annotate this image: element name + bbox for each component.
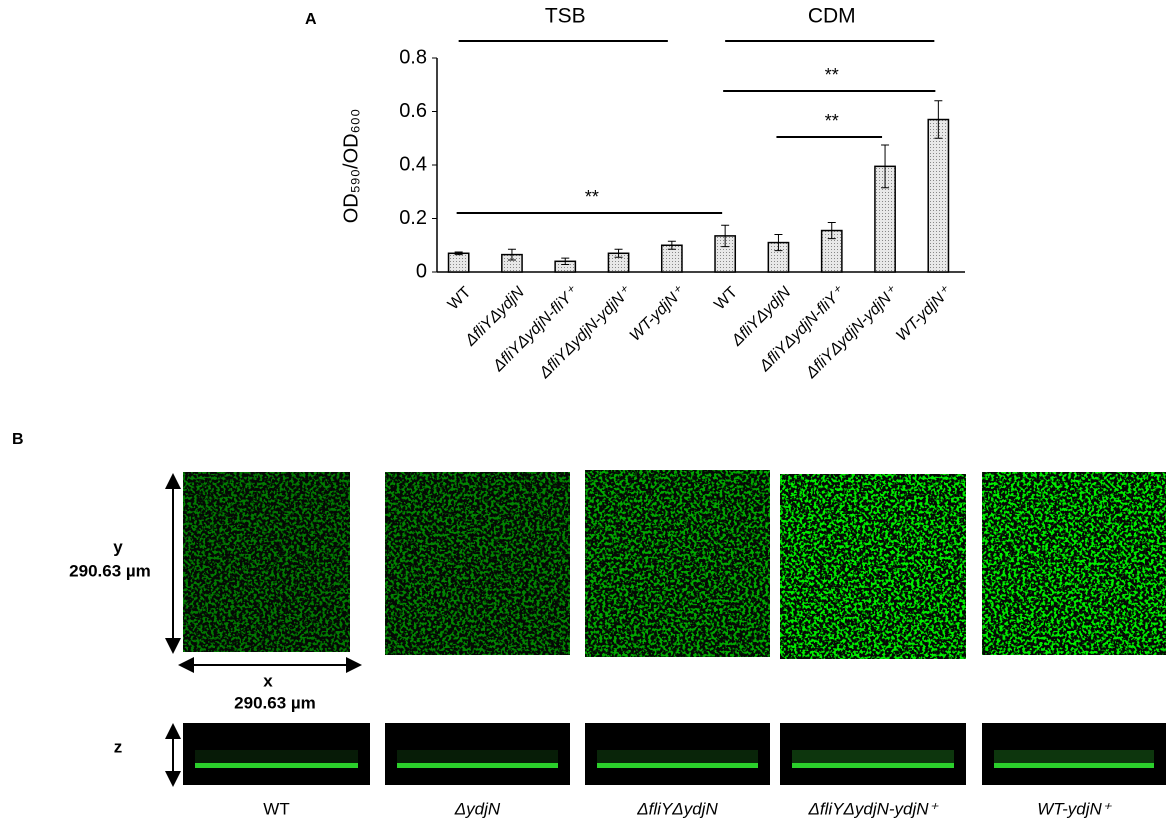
panel-b: y 290.63 µm x 290.63 µm z WT ΔydjN ΔfliYΔy…: [69, 470, 1166, 818]
x-tick-label: WT-ydjN⁺: [893, 283, 955, 345]
z-glow: [597, 750, 758, 764]
y-tick-label: 0.6: [399, 100, 427, 122]
panel-label: B: [12, 431, 24, 448]
z-layer: [397, 763, 558, 768]
x-tick-label: ΔfliYΔydjN-ydjN⁺: [536, 283, 636, 383]
error-bar: [614, 248, 623, 258]
z-layer: [597, 763, 758, 768]
y-tick-label: 0.8: [399, 46, 427, 68]
y-tick-label: 0: [416, 260, 427, 282]
error-bar: [667, 240, 676, 250]
error-bar: [827, 222, 836, 240]
error-bar: [454, 251, 463, 256]
z-glow: [195, 750, 358, 764]
bar: [927, 118, 950, 273]
z-glow: [994, 750, 1154, 764]
micrograph-z: [183, 723, 370, 785]
error-bar: [721, 224, 730, 248]
error-bar: [561, 257, 570, 266]
z-layer: [994, 763, 1154, 768]
significance: **: [585, 187, 599, 207]
significance: **: [825, 111, 839, 131]
axis-label: z: [114, 737, 123, 756]
error-bar: [507, 248, 516, 261]
panel-label: A: [305, 11, 317, 28]
micrograph-speckle: [585, 470, 770, 657]
x-tick-label: ΔfliYΔydjN-ydjN⁺: [802, 283, 902, 383]
error-bar: [881, 144, 890, 189]
size-label: 290.63 µm: [234, 693, 316, 712]
y-axis-label: OD₅₉₀/OD₆₀₀: [340, 109, 362, 224]
micrograph-z: [385, 723, 570, 785]
x-tick-label: WT: [445, 284, 475, 314]
x-tick-label: WT-ydjN⁺: [627, 283, 689, 345]
micrograph-speckle: [780, 474, 966, 659]
strain-label: ΔfliYΔydjN: [636, 799, 718, 818]
axis-label: x: [263, 671, 273, 690]
significance: **: [825, 65, 839, 85]
strain-label: WT-ydjN⁺: [1037, 799, 1113, 818]
z-glow: [397, 750, 558, 764]
y-tick-label: 0.4: [399, 153, 427, 175]
error-bar: [774, 234, 783, 252]
z-glow: [792, 750, 954, 764]
strain-label: ΔfliYΔydjN-ydjN⁺: [807, 799, 939, 818]
z-layer: [195, 763, 358, 768]
micrograph-speckle: [385, 472, 570, 655]
z-layer: [792, 763, 954, 768]
group-label: CDM: [808, 5, 856, 28]
strain-label: ΔydjN: [454, 799, 501, 818]
group-label: TSB: [545, 5, 586, 28]
micrograph-z: [585, 723, 770, 785]
y-tick-label: 0.2: [399, 207, 427, 229]
micrograph-speckle: [183, 472, 350, 652]
bar: [447, 252, 470, 273]
micrograph-speckle: [982, 472, 1166, 655]
axis-label: y: [113, 537, 123, 556]
x-tick-label: WT: [711, 284, 741, 314]
size-label: 290.63 µm: [69, 561, 151, 580]
error-bar: [934, 100, 943, 139]
strain-label: WT: [263, 799, 289, 818]
